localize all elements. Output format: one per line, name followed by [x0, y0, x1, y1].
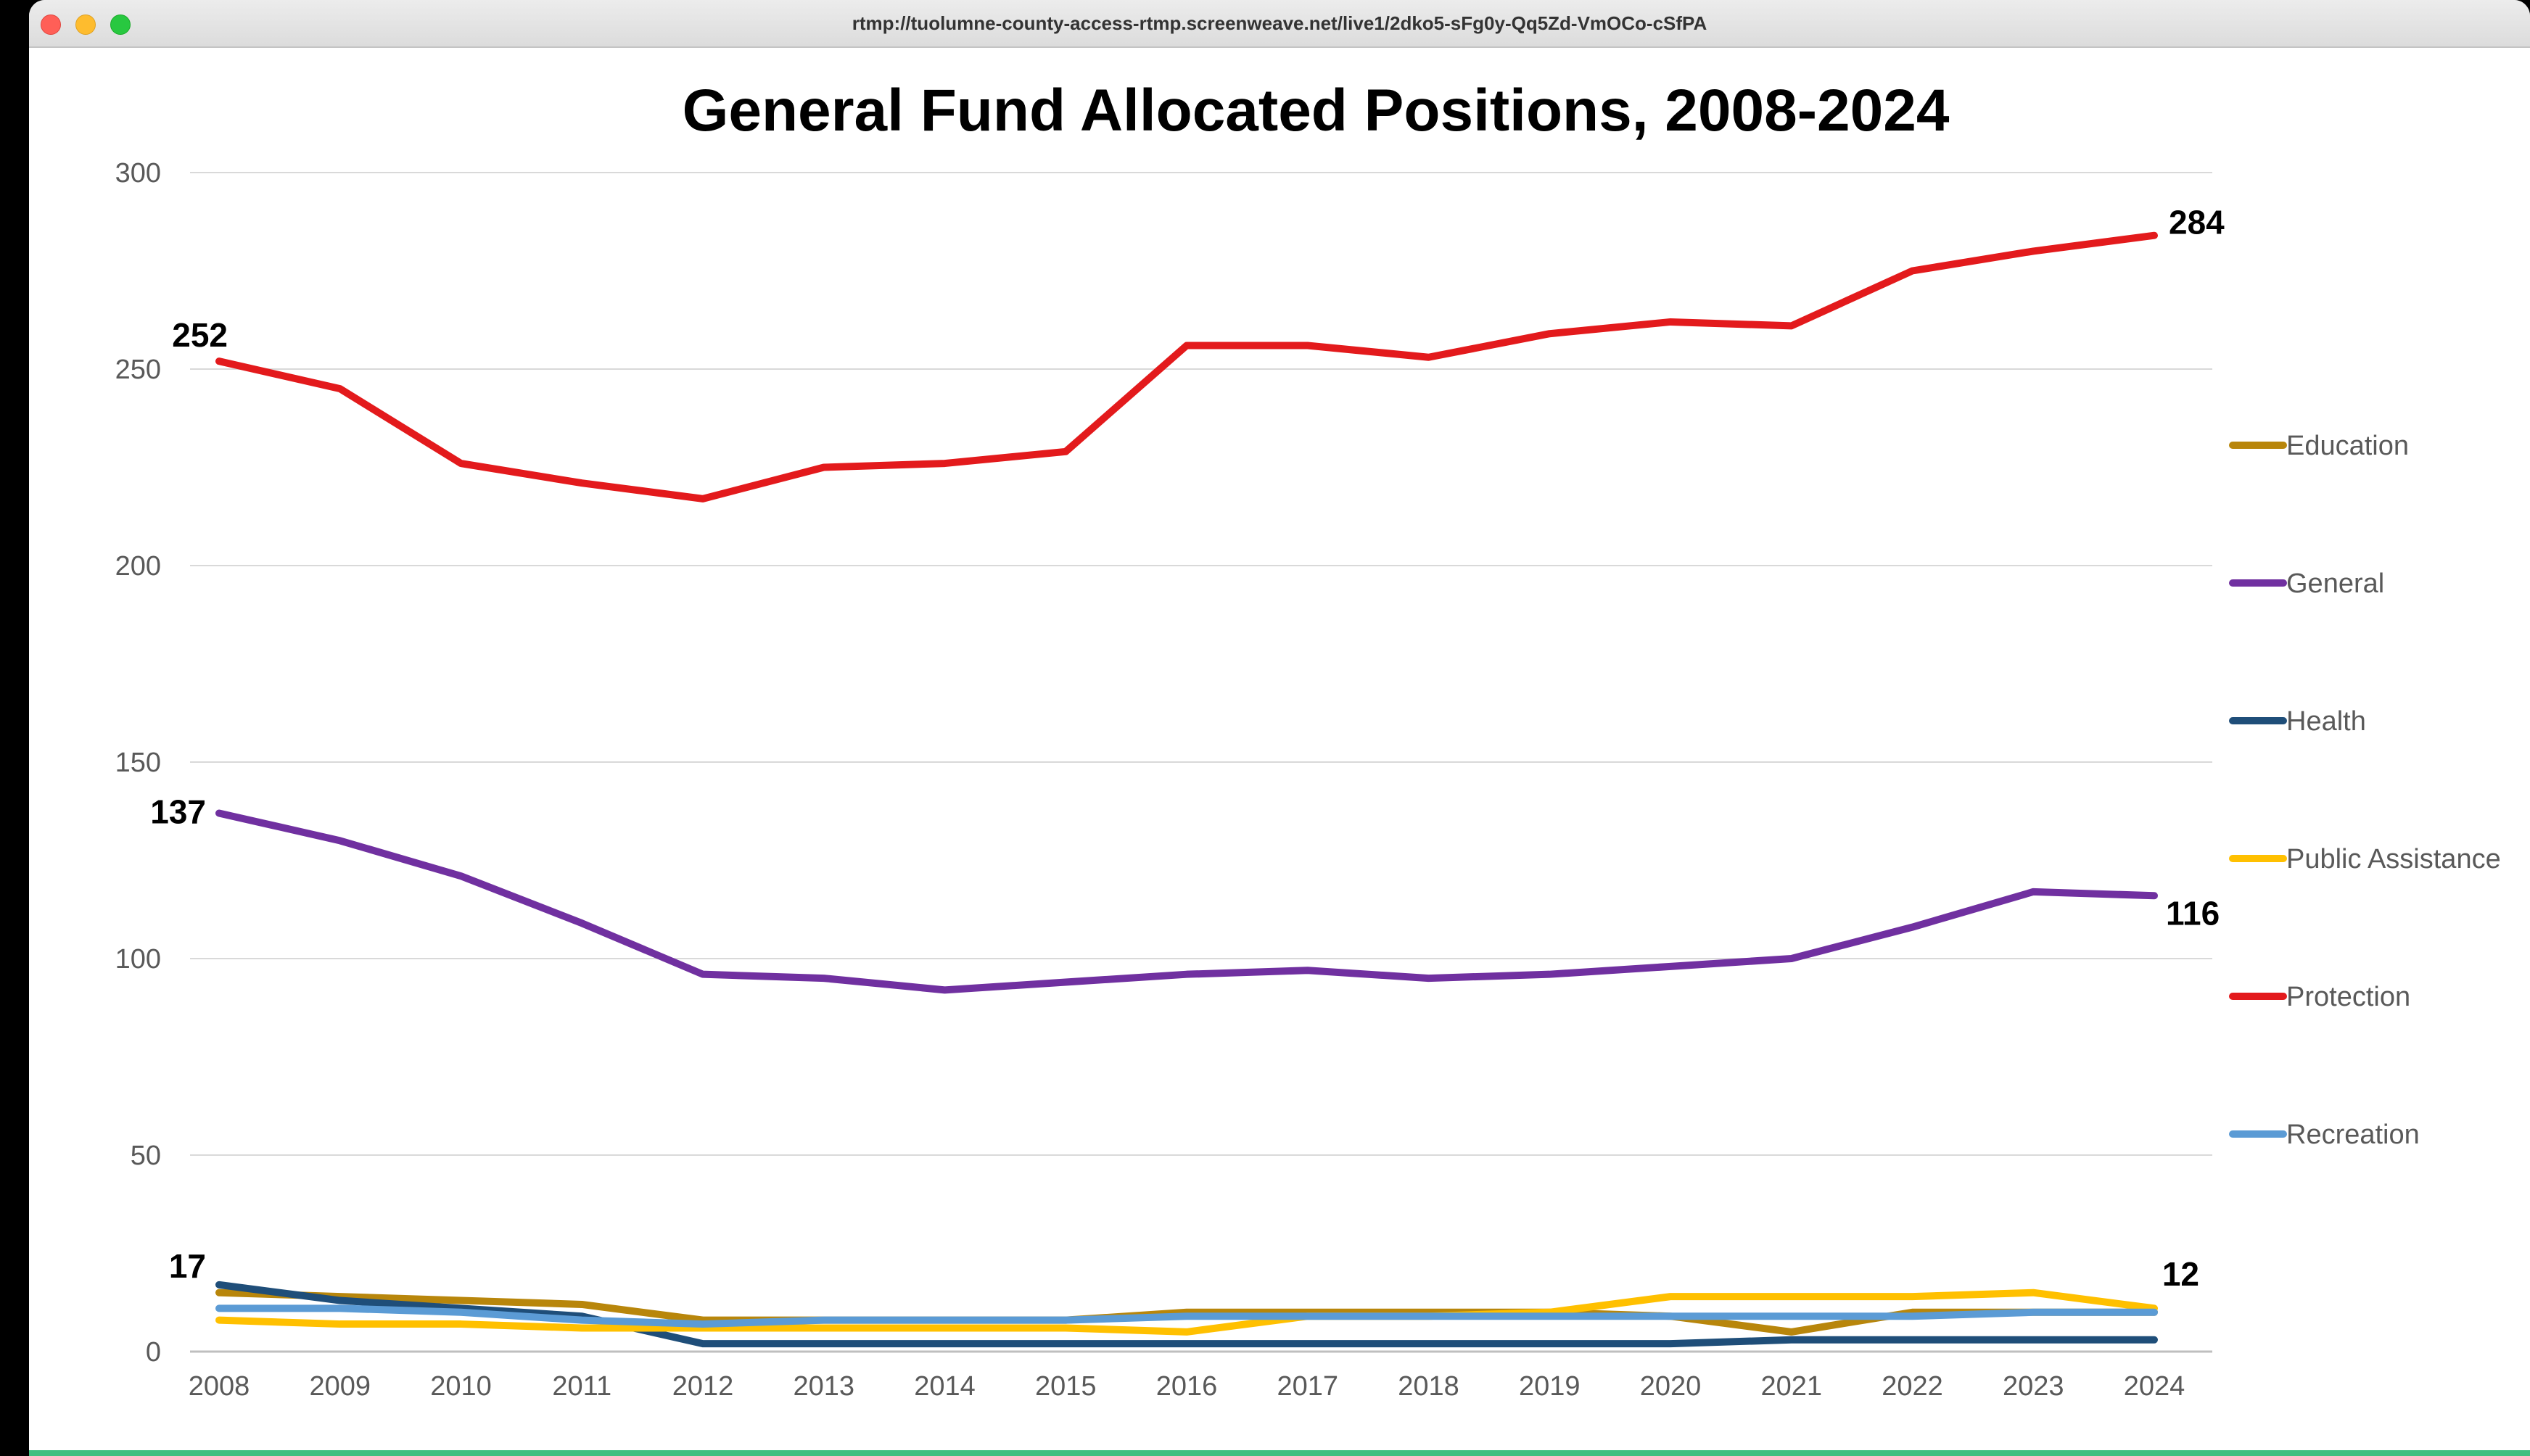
legend-label-recreation: Recreation — [2286, 1120, 2420, 1150]
legend-label-general: General — [2286, 568, 2384, 599]
x-tick-label-2012: 2012 — [672, 1371, 734, 1402]
legend-label-public-assistance: Public Assistance — [2286, 844, 2501, 874]
x-tick-label-2013: 2013 — [793, 1371, 854, 1402]
x-tick-label-2011: 2011 — [552, 1371, 611, 1402]
x-tick-label-2018: 2018 — [1398, 1371, 1459, 1402]
data-label-116: 116 — [2166, 894, 2220, 932]
minimize-window-button[interactable] — [75, 15, 96, 35]
legend-label-education: Education — [2286, 431, 2409, 461]
y-tick-label-200: 200 — [115, 551, 161, 582]
title-bar: rtmp://tuolumne-county-access-rtmp.scree… — [29, 0, 2530, 48]
data-label-17: 17 — [169, 1247, 206, 1285]
series-line-recreation — [215, 1304, 2158, 1328]
y-tick-label-100: 100 — [115, 944, 161, 975]
y-tick-label-50: 50 — [131, 1141, 161, 1171]
x-tick-label-2015: 2015 — [1035, 1371, 1097, 1402]
series-line-education — [215, 1289, 2158, 1336]
y-tick-label-300: 300 — [115, 158, 161, 189]
browser-window: rtmp://tuolumne-county-access-rtmp.scree… — [29, 0, 2530, 1456]
x-tick-label-2009: 2009 — [309, 1371, 371, 1402]
series-line-public-assistance — [215, 1289, 2158, 1336]
x-tick-label-2008: 2008 — [189, 1371, 250, 1402]
y-tick-label-250: 250 — [115, 355, 161, 385]
x-tick-label-2022: 2022 — [1882, 1371, 1943, 1402]
x-tick-label-2017: 2017 — [1277, 1371, 1338, 1402]
x-tick-label-2020: 2020 — [1640, 1371, 1702, 1402]
x-tick-label-2023: 2023 — [2003, 1371, 2064, 1402]
legend-label-health: Health — [2286, 706, 2366, 737]
x-tick-label-2021: 2021 — [1760, 1371, 1822, 1402]
y-tick-label-150: 150 — [115, 748, 161, 778]
legend-label-protection: Protection — [2286, 982, 2410, 1012]
close-window-button[interactable] — [41, 15, 61, 35]
x-tick-label-2024: 2024 — [2124, 1371, 2185, 1402]
data-label-284: 284 — [2169, 204, 2225, 241]
data-label-137: 137 — [150, 793, 206, 830]
url-address: rtmp://tuolumne-county-access-rtmp.scree… — [852, 12, 1707, 34]
x-tick-label-2010: 2010 — [430, 1371, 492, 1402]
x-tick-label-2019: 2019 — [1519, 1371, 1581, 1402]
series-line-general — [215, 809, 2158, 994]
x-tick-label-2014: 2014 — [914, 1371, 976, 1402]
data-label-252: 252 — [172, 316, 228, 354]
series-line-protection — [215, 231, 2158, 502]
maximize-window-button[interactable] — [110, 15, 131, 35]
x-tick-label-2016: 2016 — [1156, 1371, 1218, 1402]
chart-title: General Fund Allocated Positions, 2008-2… — [683, 78, 1950, 144]
series-line-health — [215, 1281, 2158, 1348]
line-chart: General Fund Allocated Positions, 2008-2… — [115, 78, 2501, 1402]
y-tick-label-0: 0 — [146, 1337, 161, 1368]
data-label-12: 12 — [2162, 1255, 2199, 1293]
